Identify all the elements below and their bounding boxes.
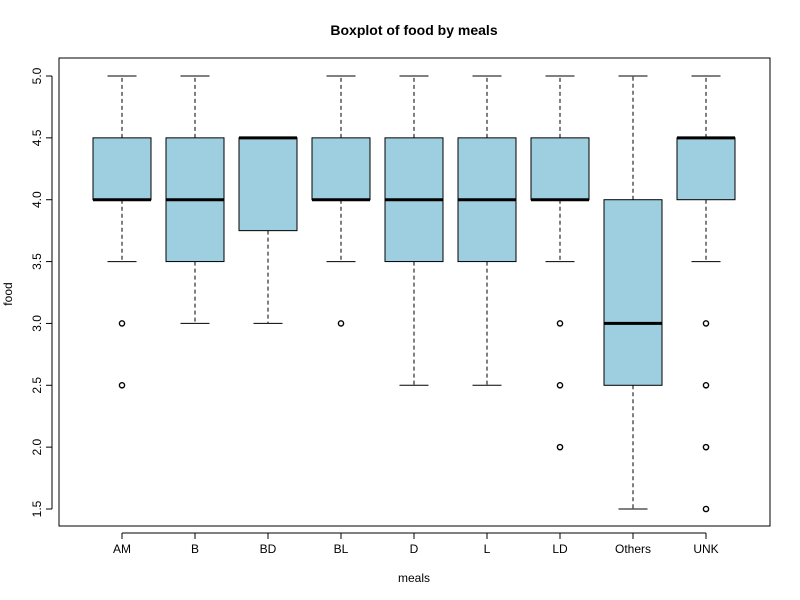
iqr-box [92,137,152,201]
x-tick-label: BL [334,542,349,556]
box-unk [676,75,736,513]
x-tick-label: D [410,542,419,556]
y-tick-label: 2.5 [30,377,44,394]
box-bl [311,75,371,327]
outlier-point [556,320,564,327]
outlier-point [118,381,126,389]
box-bd [238,136,298,324]
outlier-point [702,381,710,389]
box-ld [530,75,590,451]
iqr-box [676,137,736,201]
outlier-point [556,443,564,451]
x-axis-label: meals [398,571,430,585]
y-tick-label: 4.5 [30,129,44,146]
y-tick-label: 2.0 [30,438,44,455]
outlier-point [702,505,710,513]
box-l [457,75,517,386]
x-tick-label: AM [113,542,131,556]
iqr-box [530,137,590,201]
x-tick-label: LD [552,542,568,556]
x-tick-label: BD [260,542,277,556]
box-d [384,75,444,386]
marks-layer: 1.5 2.0 2.5 3.0 3.5 4.0 4.5 5.0 AM B BD BL D L LD Other… [30,67,736,556]
outlier-point [556,381,564,389]
y-tick-label: 4.0 [30,191,44,208]
box-b [165,75,225,324]
y-tick-label: 3.0 [30,315,44,332]
iqr-box [603,199,663,386]
outlier-point [118,320,126,327]
y-tick-label: 5.0 [30,67,44,84]
x-tick-label: UNK [693,542,718,556]
y-tick-label: 1.5 [30,500,44,517]
iqr-box [238,137,298,232]
y-tick-label: 3.5 [30,253,44,270]
iqr-box [311,137,371,201]
outlier-point [337,320,345,327]
x-tick-label: L [484,542,491,556]
outlier-point [702,320,710,327]
outlier-point [702,443,710,451]
y-axis-label: food [1,282,15,305]
x-tick-label: B [191,542,199,556]
plot-frame [58,57,771,527]
x-tick-label: Others [615,542,651,556]
box-others [603,75,663,510]
chart-title: Boxplot of food by meals [330,22,497,38]
box-am [92,75,152,389]
